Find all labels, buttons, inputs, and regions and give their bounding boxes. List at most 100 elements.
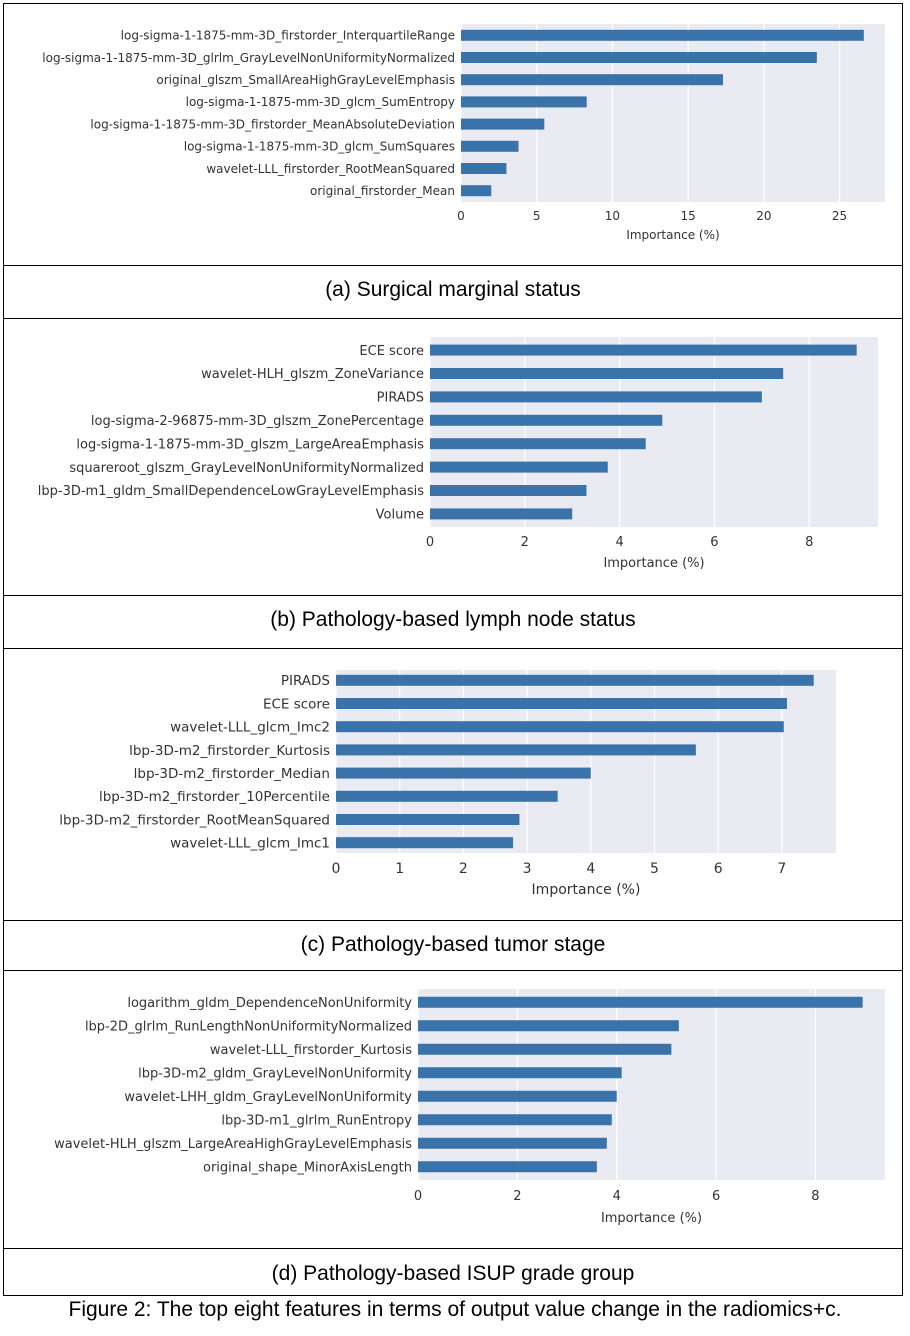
x-tick-label: 6 xyxy=(714,861,723,877)
x-tick-label: 0 xyxy=(457,209,465,223)
plot-area xyxy=(336,670,836,853)
chart-isup-grade-group: 0 2 4 6 8 logarithm_gldm_DependenceNonUniform… xyxy=(54,989,885,1226)
panel-caption-c: (c) Pathology-based tumor stage xyxy=(300,933,606,956)
bar xyxy=(461,96,587,108)
bar xyxy=(418,1090,617,1102)
bar xyxy=(430,368,784,379)
category-label: wavelet-LLL_firstorder_Kurtosis xyxy=(210,1043,412,1058)
x-tick-label: 4 xyxy=(613,1189,621,1204)
plot-area xyxy=(461,24,885,202)
category-label: wavelet-HLH_glszm_ZoneVariance xyxy=(201,367,424,382)
x-tick-label: 5 xyxy=(650,861,659,877)
bar xyxy=(336,698,787,709)
bar xyxy=(418,1137,607,1149)
x-tick-label: 7 xyxy=(777,861,786,877)
bar xyxy=(461,29,864,41)
panel-caption-a: (a) Surgical marginal status xyxy=(325,278,581,301)
x-tick-label: 2 xyxy=(459,861,468,877)
bar xyxy=(336,767,591,779)
bar xyxy=(418,1114,612,1126)
x-tick-label: 5 xyxy=(533,209,541,223)
category-label: wavelet-LLL_firstorder_RootMeanSquared xyxy=(206,162,455,176)
x-tick-label: 0 xyxy=(332,861,341,877)
category-label: PIRADS xyxy=(377,391,424,406)
category-label: original_shape_MinorAxisLength xyxy=(203,1160,412,1175)
category-label: original_glszm_SmallAreaHighGrayLevelEmp… xyxy=(156,73,455,87)
bar xyxy=(418,1161,597,1173)
category-label: log-sigma-1-1875-mm-3D_glrlm_GrayLevelNo… xyxy=(42,51,455,65)
x-axis-label: Importance (%) xyxy=(603,556,704,571)
bar xyxy=(461,140,519,152)
category-label: log-sigma-1-1875-mm-3D_glcm_SumEntropy xyxy=(186,95,455,109)
x-axis-label: Importance (%) xyxy=(626,228,719,242)
category-label: lbp-3D-m1_glrlm_RunEntropy xyxy=(221,1113,412,1128)
bar xyxy=(430,391,762,403)
bar xyxy=(336,744,696,756)
x-tick-label: 25 xyxy=(832,209,847,223)
bar xyxy=(461,163,507,174)
category-label: wavelet-LLL_glcm_Imc1 xyxy=(170,836,330,852)
x-tick-label: 15 xyxy=(681,209,696,223)
x-tick-label: 8 xyxy=(811,1189,819,1204)
category-label: squareroot_glszm_GrayLevelNonUniformityN… xyxy=(69,461,424,476)
divider xyxy=(3,265,903,266)
divider xyxy=(3,595,903,596)
divider xyxy=(3,318,903,319)
bar xyxy=(418,1067,622,1079)
category-label: ECE score xyxy=(263,696,330,712)
category-label: Volume xyxy=(376,508,424,523)
figure-frame xyxy=(3,3,903,1296)
bar xyxy=(336,814,520,825)
category-label: log-sigma-1-1875-mm-3D_firstorder_MeanAb… xyxy=(90,117,455,131)
bar xyxy=(461,118,545,130)
bar xyxy=(461,74,723,86)
category-label: lbp-3D-m2_firstorder_10Percentile xyxy=(99,789,330,805)
bar xyxy=(336,790,558,802)
bar xyxy=(461,185,492,197)
plot-area xyxy=(430,337,878,527)
bar xyxy=(430,438,646,450)
bar xyxy=(418,1043,672,1055)
bar xyxy=(430,508,573,520)
category-label: lbp-3D-m2_gldm_GrayLevelNonUniformity xyxy=(138,1066,412,1081)
x-tick-label: 20 xyxy=(756,209,771,223)
bar xyxy=(430,414,663,426)
x-tick-label: 3 xyxy=(523,861,532,877)
category-label: log-sigma-1-1875-mm-3D_glszm_LargeAreaEm… xyxy=(76,437,424,452)
category-label: log-sigma-1-1875-mm-3D_glcm_SumSquares xyxy=(184,140,455,154)
bar xyxy=(430,344,857,356)
x-tick-label: 8 xyxy=(805,535,813,550)
panel-caption-d: (d) Pathology-based ISUP grade group xyxy=(271,1262,635,1285)
category-label: log-sigma-2-96875-mm-3D_glszm_ZonePercen… xyxy=(91,414,424,429)
x-tick-label: 10 xyxy=(605,209,620,223)
category-label: ECE score xyxy=(359,344,424,359)
x-tick-label: 6 xyxy=(710,535,718,550)
bar xyxy=(336,837,514,849)
chart-surgical-marginal-status: 0 5 10 15 20 25 log-sigma-1-1875-mm-3D_firstor… xyxy=(42,24,885,242)
x-tick-label: 0 xyxy=(426,535,434,550)
bar xyxy=(336,721,784,733)
chart-lymph-node-status: 0 2 4 6 8 ECE score wavelet-HLH_glszm_ZoneVari… xyxy=(38,337,878,571)
divider xyxy=(3,920,903,921)
chart-tumor-stage: 0 1 2 3 4 5 6 7 PIRADS ECE score wavelet-LLL_glcm_… xyxy=(59,670,836,898)
category-label: logarithm_gldm_DependenceNonUniformity xyxy=(127,996,412,1011)
bar xyxy=(430,461,608,473)
category-label: wavelet-LHH_gldm_GrayLevelNonUniformity xyxy=(124,1090,412,1105)
category-label: lbp-3D-m2_firstorder_Kurtosis xyxy=(129,743,330,759)
x-tick-label: 1 xyxy=(395,861,404,877)
x-tick-label: 4 xyxy=(615,535,623,550)
category-label: lbp-3D-m1_gldm_SmallDependenceLowGrayLev… xyxy=(38,484,424,499)
category-label: PIRADS xyxy=(281,673,330,689)
x-tick-label: 0 xyxy=(414,1189,422,1204)
category-label: lbp-2D_glrlm_RunLengthNonUniformityNorma… xyxy=(85,1019,412,1034)
bar xyxy=(418,996,863,1008)
divider xyxy=(3,648,903,649)
bar xyxy=(430,485,587,496)
x-tick-label: 2 xyxy=(513,1189,521,1204)
category-label: log-sigma-1-1875-mm-3D_firstorder_Interq… xyxy=(121,29,455,43)
category-label: lbp-3D-m2_firstorder_Median xyxy=(134,766,330,782)
x-axis-label: Importance (%) xyxy=(601,1211,702,1226)
x-tick-label: 2 xyxy=(521,535,529,550)
bar xyxy=(461,52,817,63)
divider xyxy=(3,1248,903,1249)
